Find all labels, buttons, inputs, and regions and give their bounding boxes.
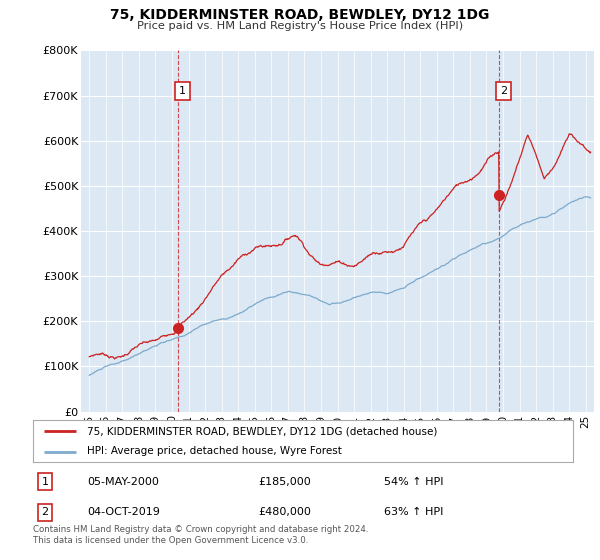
Text: 75, KIDDERMINSTER ROAD, BEWDLEY, DY12 1DG (detached house): 75, KIDDERMINSTER ROAD, BEWDLEY, DY12 1D… bbox=[87, 426, 437, 436]
Text: 05-MAY-2000: 05-MAY-2000 bbox=[87, 477, 159, 487]
Text: 04-OCT-2019: 04-OCT-2019 bbox=[87, 507, 160, 517]
Text: 2: 2 bbox=[41, 507, 49, 517]
Text: £185,000: £185,000 bbox=[258, 477, 311, 487]
Text: 2: 2 bbox=[500, 86, 508, 96]
Text: 63% ↑ HPI: 63% ↑ HPI bbox=[384, 507, 443, 517]
Text: Price paid vs. HM Land Registry's House Price Index (HPI): Price paid vs. HM Land Registry's House … bbox=[137, 21, 463, 31]
Text: 54% ↑ HPI: 54% ↑ HPI bbox=[384, 477, 443, 487]
Text: £480,000: £480,000 bbox=[258, 507, 311, 517]
Text: 75, KIDDERMINSTER ROAD, BEWDLEY, DY12 1DG: 75, KIDDERMINSTER ROAD, BEWDLEY, DY12 1D… bbox=[110, 8, 490, 22]
Text: HPI: Average price, detached house, Wyre Forest: HPI: Average price, detached house, Wyre… bbox=[87, 446, 342, 456]
Text: Contains HM Land Registry data © Crown copyright and database right 2024.
This d: Contains HM Land Registry data © Crown c… bbox=[33, 525, 368, 545]
Text: 1: 1 bbox=[41, 477, 49, 487]
Text: 1: 1 bbox=[179, 86, 186, 96]
